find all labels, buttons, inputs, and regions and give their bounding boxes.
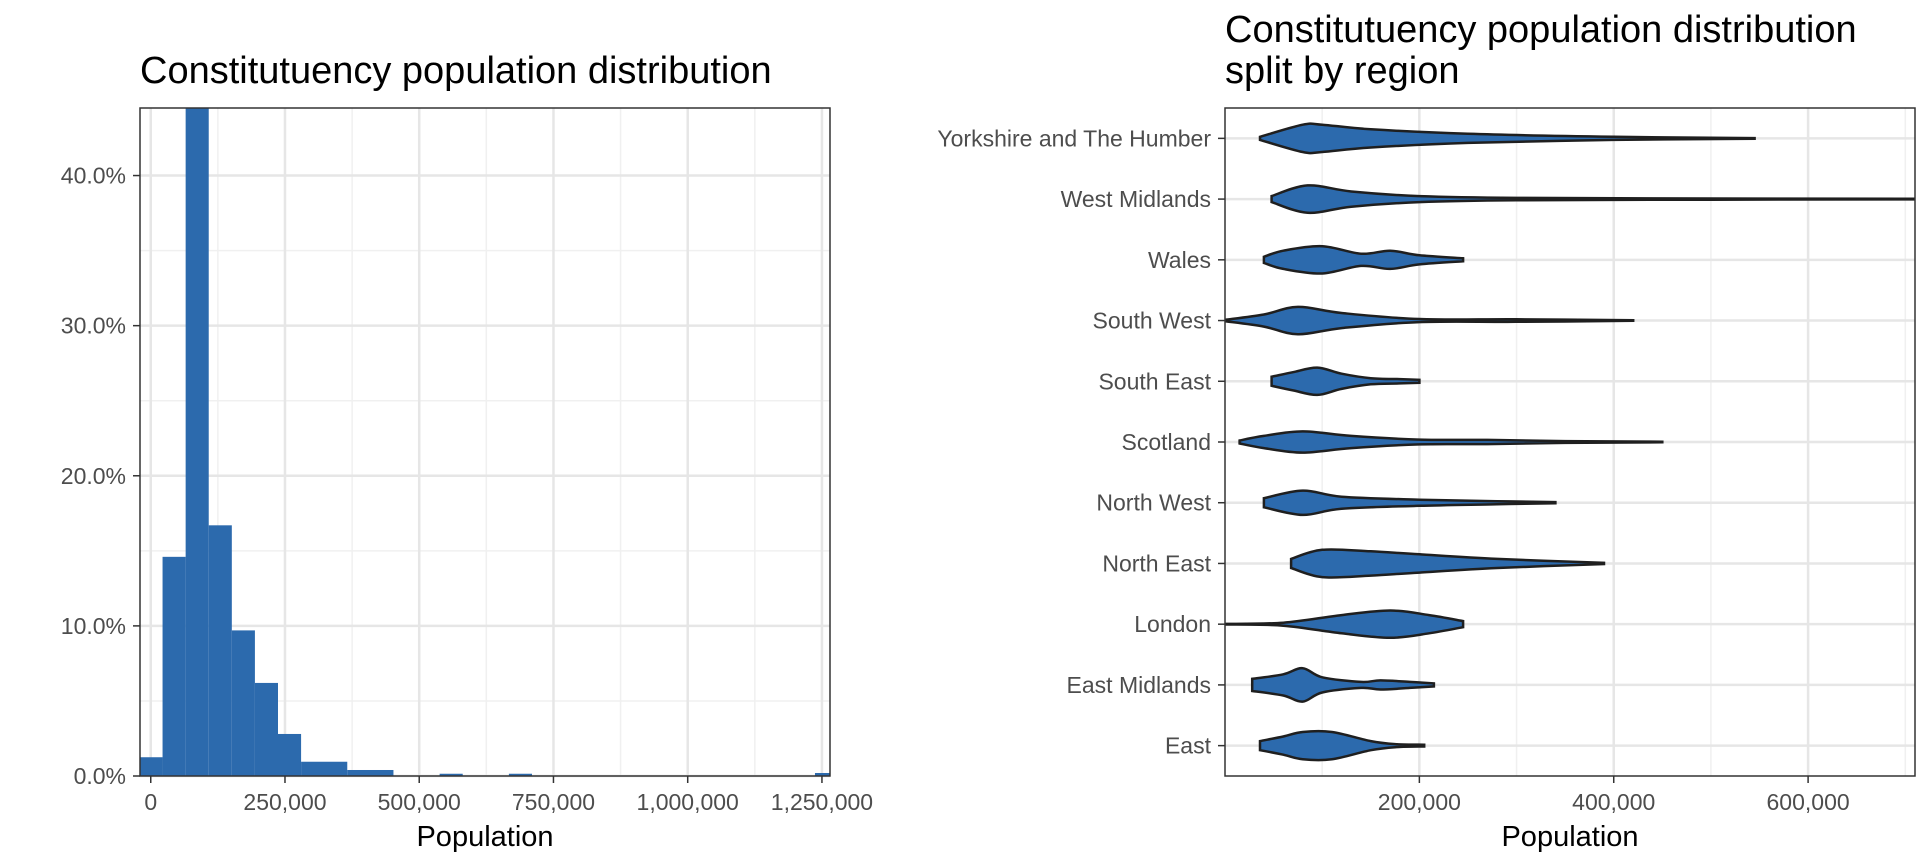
x-tick-label: 250,000	[243, 789, 326, 815]
x-tick-label: 1,250,000	[771, 789, 873, 815]
violin-shape	[1258, 729, 1426, 762]
plot-panel	[140, 108, 830, 776]
category-label: West Midlands	[1061, 186, 1211, 212]
histogram-bar	[140, 757, 163, 776]
category-label: Yorkshire and The Humber	[937, 125, 1211, 151]
x-tick-label: 400,000	[1572, 789, 1655, 815]
x-tick-label: 750,000	[512, 789, 595, 815]
histogram-bar	[278, 733, 302, 776]
violin-shape	[1258, 122, 1756, 155]
category-label: North East	[1102, 550, 1211, 576]
y-tick-label: 30.0%	[61, 313, 126, 339]
violin-shape	[1289, 548, 1606, 579]
histogram-bar	[439, 773, 463, 776]
y-tick-label: 0.0%	[74, 763, 126, 789]
histogram-bar	[508, 773, 532, 776]
x-tick-label: 500,000	[378, 789, 461, 815]
x-tick-label: 200,000	[1378, 789, 1461, 815]
category-label: Scotland	[1121, 429, 1211, 455]
x-axis-label: Population	[1501, 821, 1638, 853]
category-label: London	[1134, 611, 1211, 637]
violin-shape	[1225, 305, 1635, 336]
histogram-bar	[814, 772, 830, 776]
category-label: South West	[1093, 308, 1212, 334]
y-tick-label: 10.0%	[61, 613, 126, 639]
histogram-bar	[162, 556, 186, 776]
category-label: East Midlands	[1067, 672, 1211, 698]
x-axis-label: Population	[416, 821, 553, 853]
violin-shape	[1262, 489, 1557, 517]
histogram-bar	[231, 630, 255, 776]
violin-shape	[1225, 609, 1465, 640]
y-tick-label: 40.0%	[61, 163, 126, 189]
chart-title: split by region	[1225, 50, 1459, 92]
histogram-bar	[254, 682, 278, 776]
category-label: North West	[1096, 490, 1211, 516]
category-label: South East	[1098, 368, 1211, 394]
x-tick-label: 600,000	[1767, 789, 1850, 815]
histogram-bar	[301, 761, 348, 776]
violin-shape	[1270, 366, 1421, 397]
x-tick-label: 0	[144, 789, 157, 815]
y-tick-label: 20.0%	[61, 463, 126, 489]
category-label: Wales	[1148, 247, 1211, 273]
violin-shape	[1270, 184, 1915, 215]
violin-shape	[1238, 430, 1664, 454]
histogram-bar	[208, 525, 232, 776]
plot-border	[139, 107, 831, 777]
violin-shape	[1262, 244, 1465, 275]
chart-title: Constitutuency population distribution	[1225, 9, 1857, 51]
histogram-bar	[347, 769, 394, 776]
x-tick-label: 1,000,000	[637, 789, 739, 815]
histogram-bar	[185, 108, 209, 776]
violin-shape	[1250, 666, 1436, 703]
category-label: East	[1165, 733, 1212, 759]
chart-title: Constitutuency population distribution	[140, 50, 772, 92]
